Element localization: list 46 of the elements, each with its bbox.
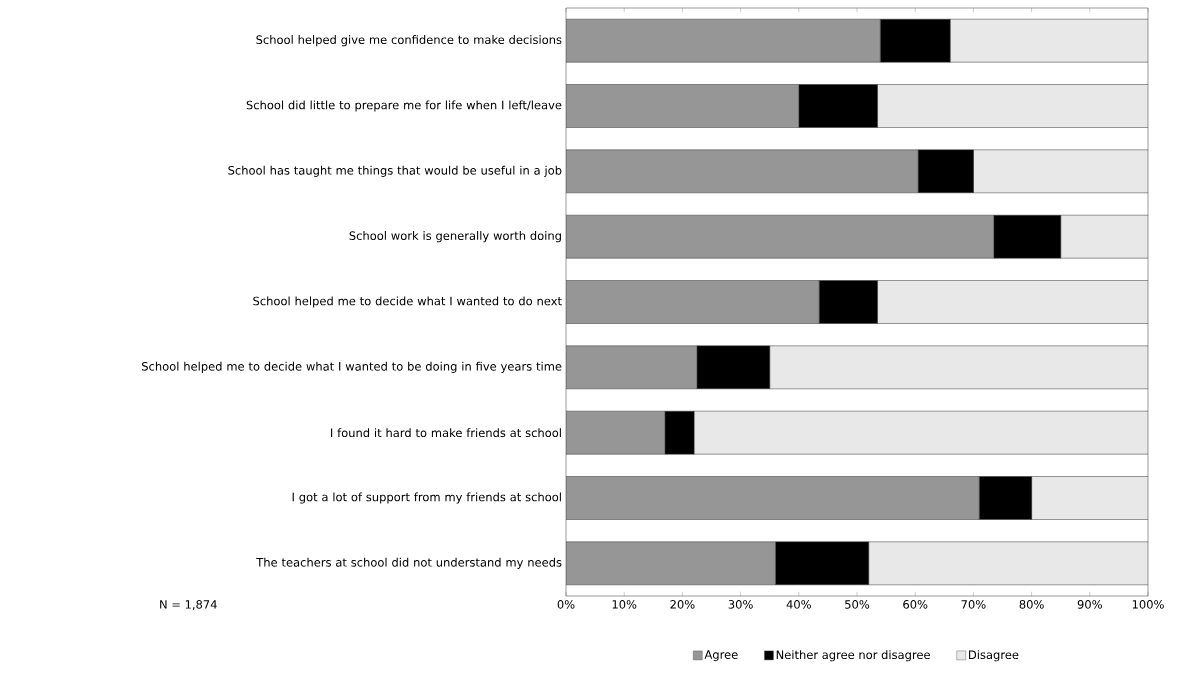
y-tick-label: The teachers at school did not understand my needs (256, 557, 562, 569)
bar (696, 345, 770, 390)
x-tick-label: 60% (903, 600, 928, 609)
x-tick-label: 50% (845, 600, 870, 609)
x-tick-label: 70% (961, 600, 986, 609)
bar (1060, 214, 1149, 259)
x-tick-label: 80% (1019, 600, 1044, 609)
x-tick-label: 100% (1132, 600, 1164, 609)
bar (973, 149, 1149, 194)
bar (566, 214, 995, 259)
text: N = 1,874 (160, 600, 217, 610)
bar (949, 18, 1149, 63)
y-tick-label: School did little to prepare me for life when I left/leave (246, 100, 562, 112)
legend-label: Neither agree nor disagree (776, 650, 930, 662)
bar (566, 84, 800, 128)
x-tick-label: 90% (1077, 600, 1102, 609)
y-tick-label: I found it hard to make friends at school (331, 428, 561, 438)
bar (877, 84, 1149, 128)
bar (566, 410, 666, 455)
bar (566, 541, 776, 586)
bar (818, 280, 878, 324)
bar (566, 149, 919, 194)
bar (566, 476, 980, 520)
x-tick-label: 0% (557, 600, 575, 609)
bar (566, 280, 820, 324)
y-tick-label: I got a lot of support from my friends at school (292, 492, 561, 504)
y-tick-label: School helped me to decide what I wanted to do next (253, 296, 562, 308)
bar (566, 345, 698, 390)
bar (693, 410, 1149, 455)
bar (566, 18, 881, 63)
y-tick-label: School helped give me confidence to make decisions (256, 35, 562, 47)
legend-label: Agree (704, 650, 738, 662)
x-tick-label: 40% (786, 600, 811, 609)
y-tick-label: School has taught me things that would be useful in a job (228, 165, 562, 177)
legend-label: Disagree (969, 650, 1019, 662)
bar (769, 345, 1149, 390)
bar (877, 280, 1149, 324)
bar (917, 149, 974, 194)
y-tick-label: School helped me to decide what I wanted to be doing in five years time (142, 361, 562, 373)
bar (868, 541, 1149, 586)
x-tick-label: 30% (728, 600, 753, 609)
bar (798, 84, 878, 128)
bar (1031, 476, 1149, 520)
y-tick-label: School work is generally worth doing (349, 231, 561, 243)
x-tick-label: 20% (670, 600, 695, 609)
x-tick-label: 10% (612, 600, 637, 609)
